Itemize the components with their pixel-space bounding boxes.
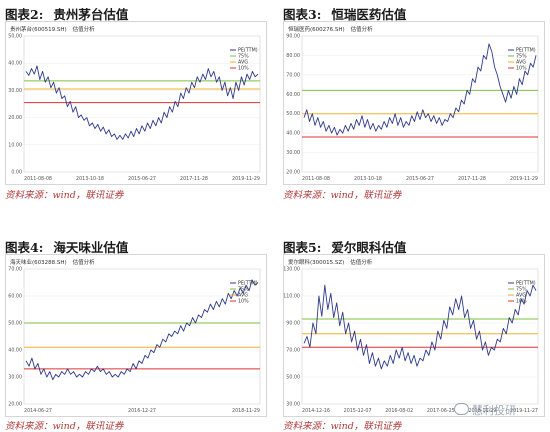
y-tick-label: 30.00 xyxy=(8,375,22,381)
wechat-icon xyxy=(454,403,469,415)
y-tick-label: 40.00 xyxy=(286,131,300,137)
chart-frame: 恒瑞医药(600276.SH) 估值分析 20.00 30.00 40.00 50.00… xyxy=(283,21,545,185)
y-tick-label: 70.00 xyxy=(286,72,300,78)
y-tick-label: 20.00 xyxy=(8,402,22,408)
chart-header: 海天味业(603288.SH) 估值分析 xyxy=(10,260,95,266)
x-tick-label: 2014-06-27 xyxy=(24,408,52,414)
legend-label: PE(TTM) xyxy=(238,48,258,54)
source-note: 资料来源：wind，联讯证券 xyxy=(283,421,402,432)
x-tick-label: 2018-11-29 xyxy=(468,408,496,414)
valuation-chart-aier: 30.00 50.00 70.00 90.00 110.00 130.00 2014-12-… xyxy=(283,267,539,414)
series-line-pe-ttm xyxy=(303,43,537,136)
legend-label: AVG xyxy=(516,293,526,299)
y-tick-label: 60.00 xyxy=(8,294,22,300)
source-note: 资料来源：wind，联讯证券 xyxy=(5,421,124,432)
legend-label: PE(TTM) xyxy=(238,281,258,287)
legend-label: AVG xyxy=(238,293,248,299)
x-tick-label: 2016-08-02 xyxy=(385,408,413,414)
x-tick-label: 2013-10-18 xyxy=(354,176,382,182)
source-note: 资料来源：wind，联讯证券 xyxy=(5,190,124,201)
y-tick-label: 50.00 xyxy=(286,375,300,381)
legend-label: 75% xyxy=(516,54,527,60)
legend-label: PE(TTM) xyxy=(516,48,536,54)
legend-label: PE(TTM) xyxy=(516,281,536,287)
legend-label: 75% xyxy=(238,54,249,60)
x-tick-label: 2011-08-08 xyxy=(302,176,330,182)
watermark: 慧利投研 xyxy=(454,402,516,418)
y-tick-label: 130.00 xyxy=(283,267,300,273)
x-tick-label: 2014-12-16 xyxy=(302,408,330,414)
series-line-pe-ttm xyxy=(303,284,537,370)
y-tick-label: 40.00 xyxy=(8,61,22,67)
y-tick-label: 30.00 xyxy=(286,150,300,156)
valuation-chart-haitian: 20.00 30.00 40.00 50.00 60.00 70.00 2014-06-27… xyxy=(8,267,261,414)
x-tick-label: 2017-06-25 xyxy=(427,408,455,414)
x-tick-label: 2011-08-08 xyxy=(24,176,52,182)
chart-frame: 海天味业(603288.SH) 估值分析 20.00 30.00 40.00 50.00… xyxy=(5,254,267,417)
valuation-chart-hengrui: 20.00 30.00 40.00 50.00 60.00 70.00 80.00 90.00… xyxy=(286,34,539,182)
plot-area xyxy=(301,35,539,173)
legend-label: AVG xyxy=(516,60,526,66)
plot-area xyxy=(301,268,539,405)
chart-header: 恒瑞医药(600276.SH) 估值分析 xyxy=(288,27,373,33)
x-tick-label: 2015-06-27 xyxy=(406,176,434,182)
x-tick-label: 2018-11-29 xyxy=(232,408,260,414)
y-tick-label: 30.00 xyxy=(286,402,300,408)
y-tick-label: 0.00 xyxy=(11,170,22,176)
x-tick-label: 2015-06-27 xyxy=(128,176,156,182)
legend-label: 10% xyxy=(516,66,527,72)
y-tick-label: 20.00 xyxy=(286,170,300,176)
x-tick-label: 2016-12-27 xyxy=(128,408,156,414)
y-tick-label: 50.00 xyxy=(8,321,22,327)
y-tick-label: 10.00 xyxy=(8,142,22,148)
plot-area xyxy=(23,268,261,405)
panel-title: 图表4: 海天味业估值 xyxy=(5,240,129,255)
chart-header: 贵州茅台(600519.SH) 估值分析 xyxy=(10,27,95,33)
panel-title: 图表5: 爱尔眼科估值 xyxy=(283,240,407,255)
valuation-chart-moutai: 0.00 10.00 20.00 30.00 40.00 50.00 2011-08-08 2… xyxy=(8,34,261,182)
x-tick-label: 2017-11-28 xyxy=(180,176,208,182)
panel-title: 图表2: 贵州茅台估值 xyxy=(5,7,129,22)
legend-label: 75% xyxy=(238,287,249,293)
legend-label: AVG xyxy=(238,60,248,66)
y-tick-label: 50.00 xyxy=(8,34,22,40)
y-tick-label: 110.00 xyxy=(283,294,300,300)
y-tick-label: 40.00 xyxy=(8,348,22,354)
x-tick-label: 2019-11-29 xyxy=(510,176,538,182)
y-tick-label: 70.00 xyxy=(8,267,22,273)
x-tick-label: 2017-11-28 xyxy=(458,176,486,182)
y-tick-label: 60.00 xyxy=(286,92,300,98)
legend-label: 10% xyxy=(516,299,527,305)
x-tick-label: 2015-12-07 xyxy=(344,408,372,414)
legend-label: 10% xyxy=(238,66,249,72)
series-line-pe-ttm xyxy=(25,65,259,140)
x-tick-label: 2019-11-27 xyxy=(510,408,538,414)
y-tick-label: 30.00 xyxy=(8,88,22,94)
y-tick-label: 20.00 xyxy=(8,115,22,121)
chart-frame: 贵州茅台(600519.SH) 估值分析 0.00 10.00 20.00 30.00 4… xyxy=(5,21,267,185)
y-tick-label: 90.00 xyxy=(286,321,300,327)
legend-label: 75% xyxy=(516,287,527,293)
x-tick-label: 2013-10-18 xyxy=(76,176,104,182)
y-tick-label: 50.00 xyxy=(286,111,300,117)
source-note: 资料来源：wind，联讯证券 xyxy=(283,190,402,201)
chart-header: 爱尔眼科(300015.SZ) 估值分析 xyxy=(288,260,373,266)
y-tick-label: 70.00 xyxy=(286,348,300,354)
x-tick-label: 2019-11-29 xyxy=(232,176,260,182)
series-line-pe-ttm xyxy=(25,279,259,381)
y-tick-label: 80.00 xyxy=(286,53,300,59)
panel-title: 图表3: 恒瑞医药估值 xyxy=(283,7,407,22)
chart-frame: 爱尔眼科(300015.SZ) 估值分析 30.00 50.00 70.00 90.00… xyxy=(283,254,545,417)
legend-label: 10% xyxy=(238,299,249,305)
plot-area xyxy=(23,35,261,173)
y-tick-label: 90.00 xyxy=(286,34,300,40)
